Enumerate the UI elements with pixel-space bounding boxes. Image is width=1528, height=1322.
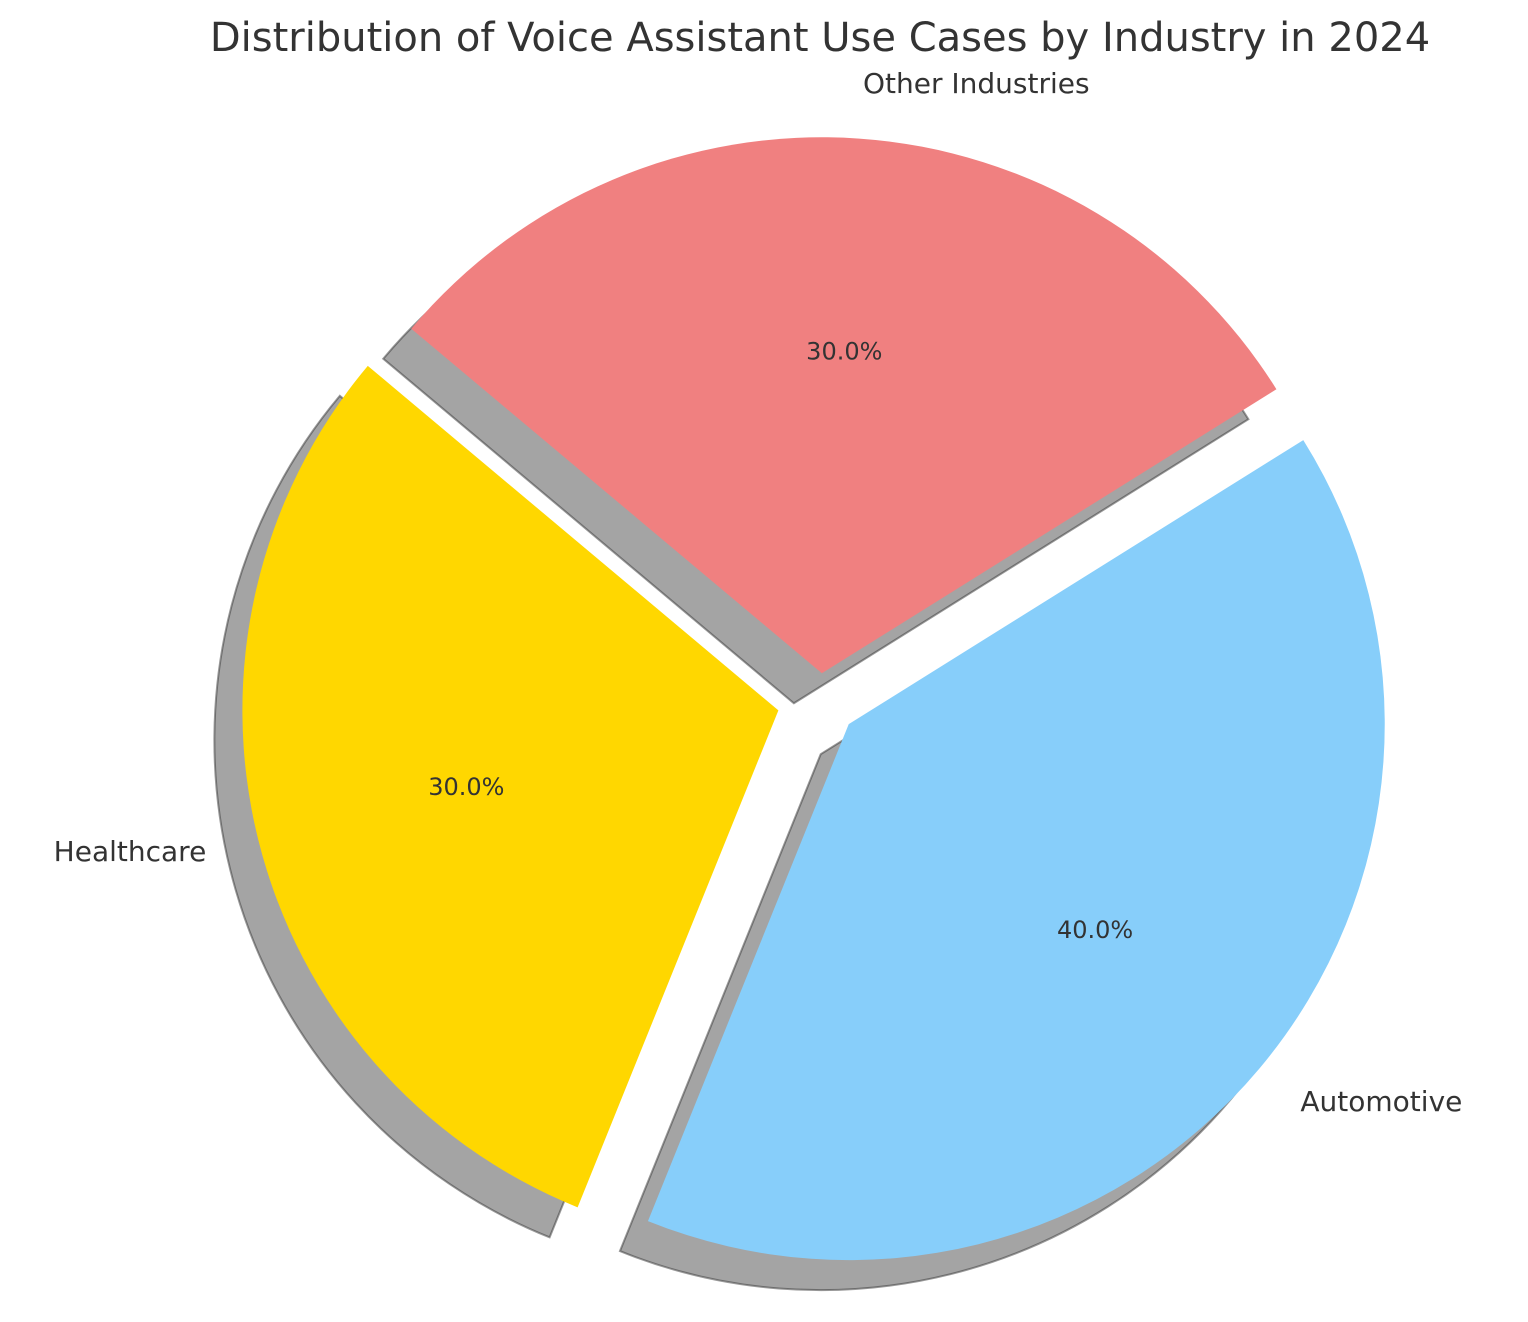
slice (242, 365, 779, 1208)
value-label: 30.0% (428, 773, 504, 801)
slice (647, 440, 1385, 1261)
value-label: 40.0% (1057, 916, 1133, 944)
slice-label: Automotive (1300, 1085, 1462, 1118)
slice-label: Other Industries (863, 67, 1090, 100)
value-label: 30.0% (806, 337, 882, 365)
chart-title: Distribution of Voice Assistant Use Case… (210, 15, 1430, 61)
slice-label: Healthcare (54, 835, 207, 868)
slice (411, 137, 1277, 674)
